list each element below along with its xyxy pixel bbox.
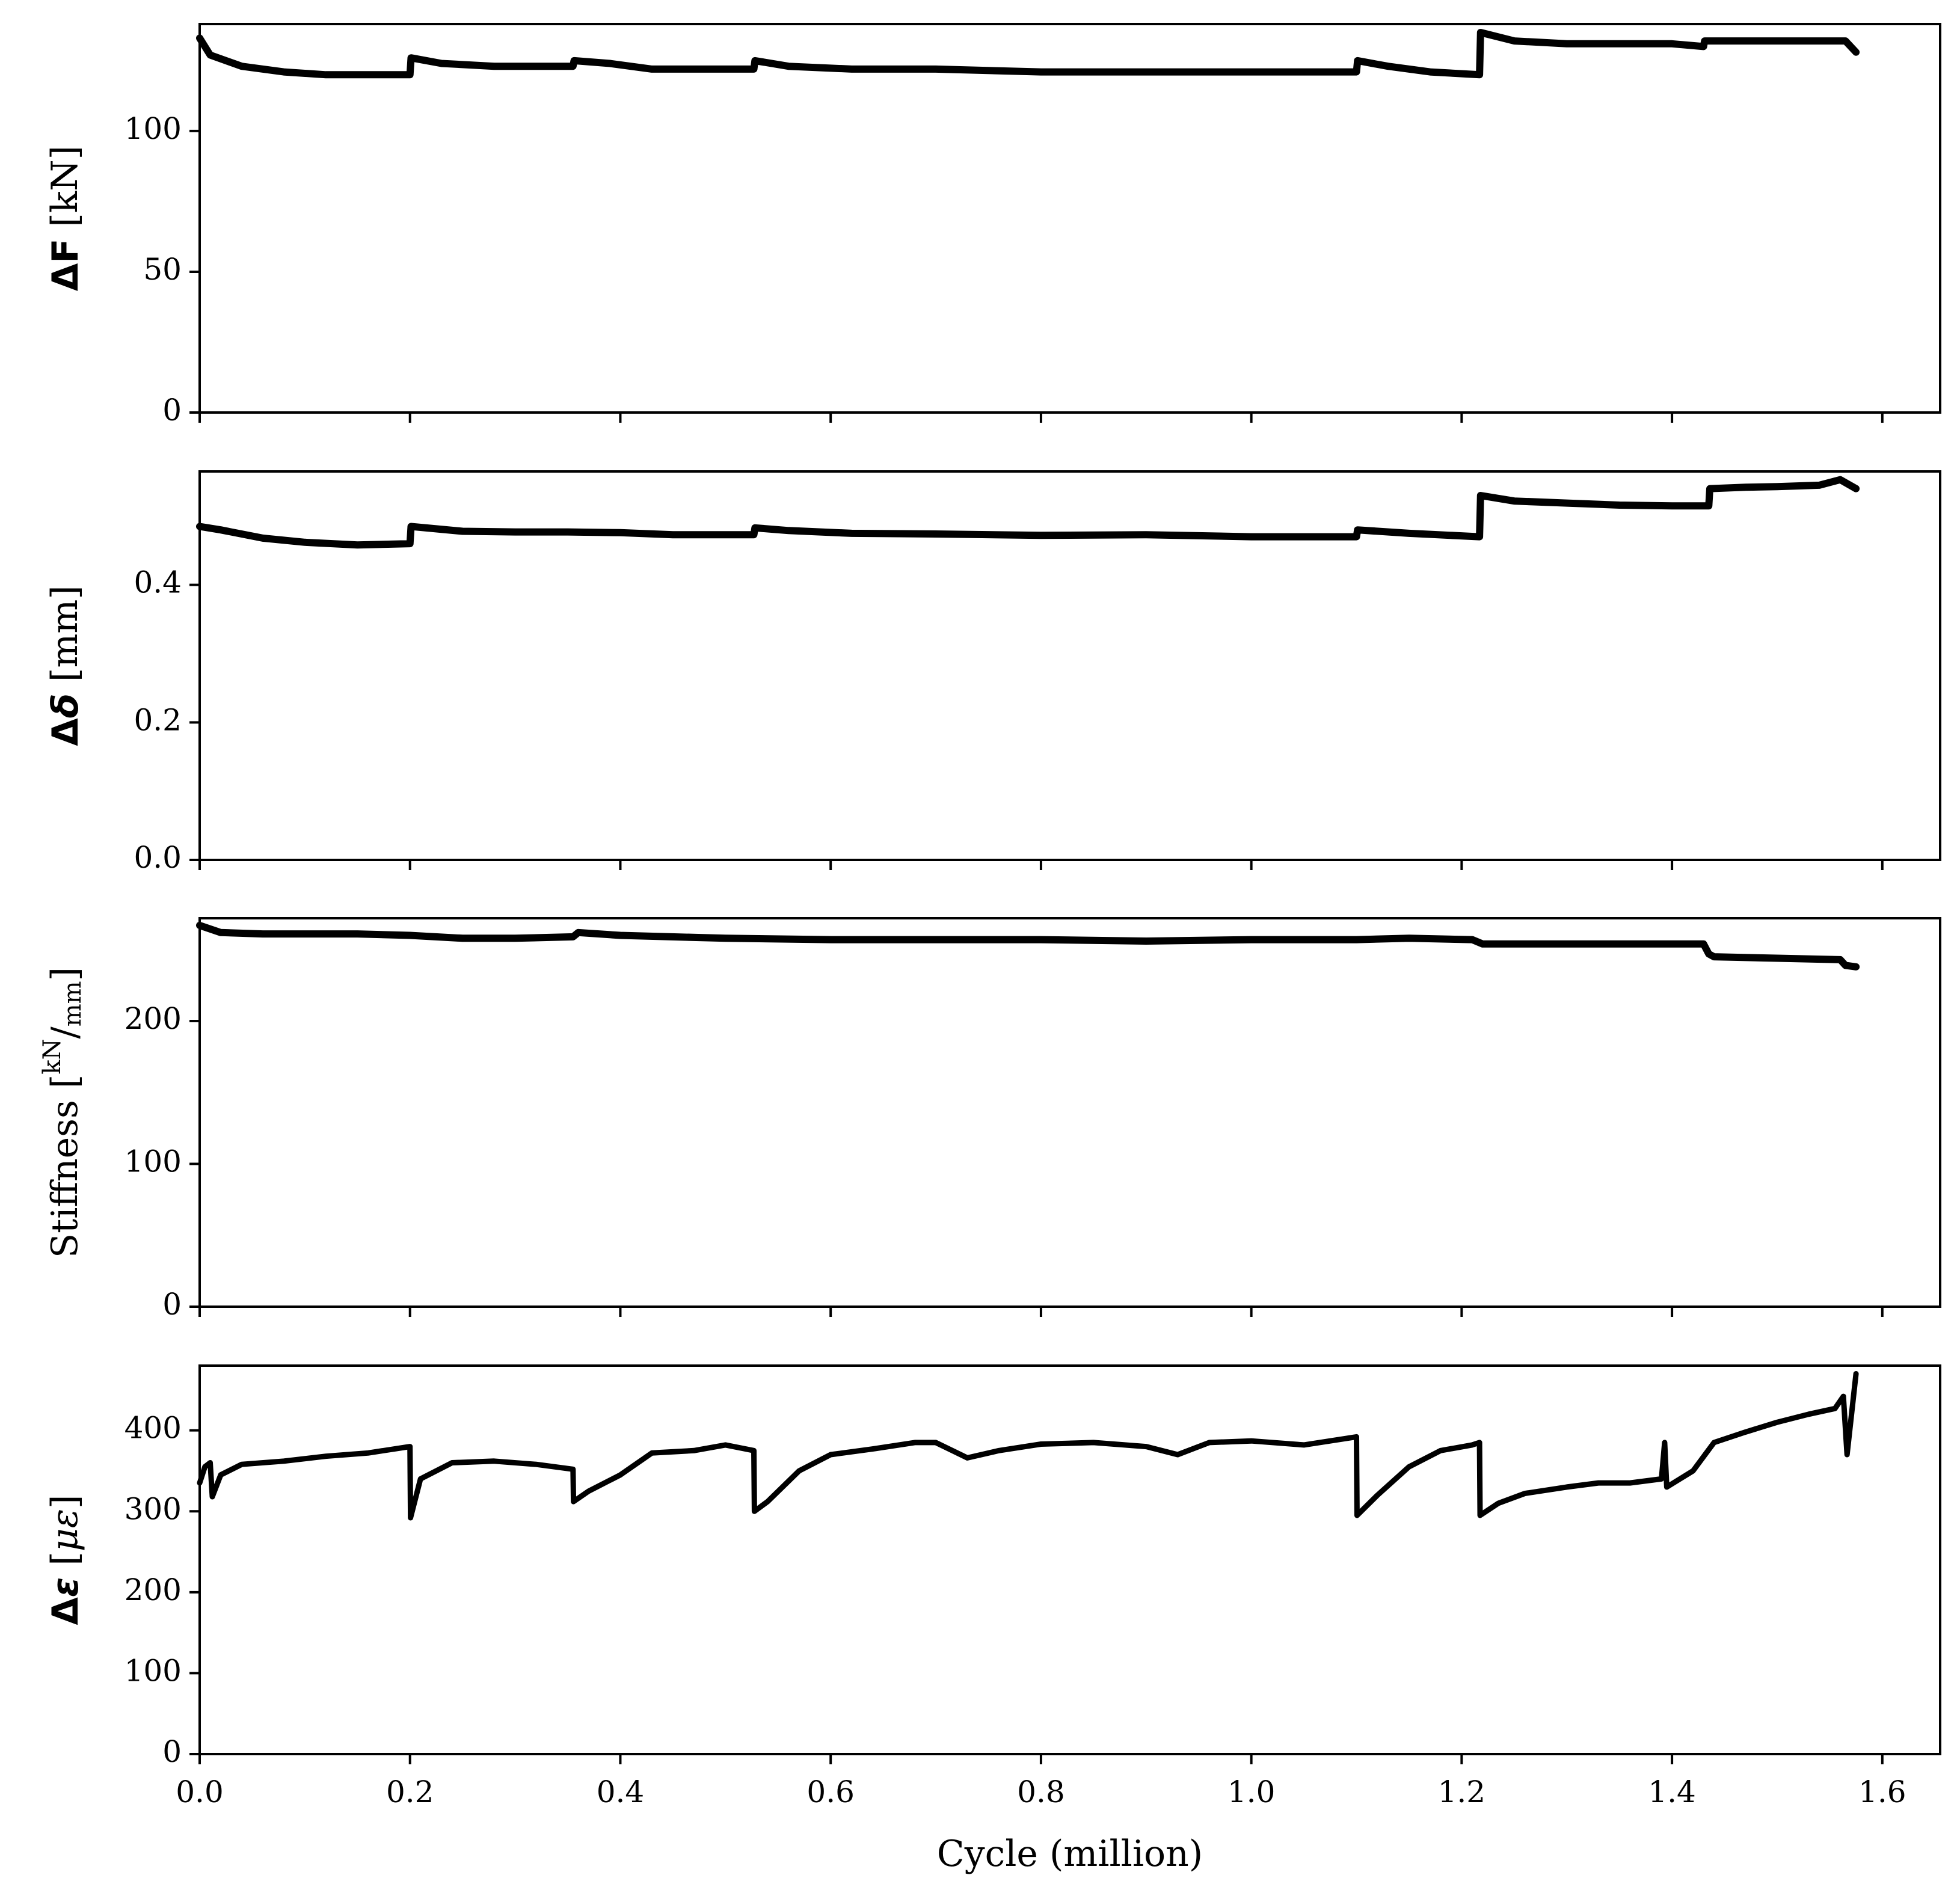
axes-frame	[198, 23, 1941, 414]
y-tick-label: 0	[162, 393, 182, 428]
x-tick-label: 0.6	[806, 1775, 855, 1809]
series-line-1-1	[196, 29, 1860, 79]
panel-4: 0 100 200 300 400 0.0 0.2 0.4 0.6 0.8 1.0 1.2 1.4 1.6…	[44, 1364, 1941, 1809]
y-tick-label: 400	[124, 1411, 182, 1446]
y-axis-label: ΔF [kN]	[44, 146, 87, 291]
x-tick-label: 0.2	[386, 1775, 434, 1809]
panel-3: 0 100 200 Stiffness [kN/mm]	[38, 917, 1941, 1322]
x-tick-label: 0.0	[176, 1775, 224, 1809]
y-tick-label: 100	[124, 111, 182, 146]
x-tick-label: 1.0	[1227, 1775, 1276, 1809]
x-tick-label: 1.2	[1438, 1775, 1486, 1809]
panel-1: 0 50 100 ΔF [kN]	[44, 23, 1941, 428]
series-line-4-1	[197, 1371, 1859, 1521]
y-tick-label: 50	[143, 252, 182, 287]
y-axis-label: Δε [με]	[44, 1495, 87, 1625]
x-axis-label: Cycle (million)	[937, 1833, 1203, 1875]
y-tick-label: 200	[124, 1572, 182, 1607]
y-tick-label: 100	[124, 1144, 182, 1179]
y-tick-label: 0	[162, 1287, 182, 1322]
x-tick-label: 0.4	[597, 1775, 645, 1809]
y-tick-label: 100	[124, 1653, 182, 1688]
series-line-3-1	[196, 921, 1860, 971]
y-axis-label: Stiffness [kN/mm]	[38, 967, 87, 1258]
x-tick-label: 0.8	[1017, 1775, 1065, 1809]
y-tick-label: 0.4	[134, 565, 182, 600]
axes-frame	[198, 1364, 1941, 1755]
panel-2: 0.0 0.2 0.4 Δδ [mm]	[44, 470, 1941, 875]
axes-frame	[198, 470, 1941, 861]
x-tick-label: 1.4	[1648, 1775, 1696, 1809]
y-tick-label: 0.0	[134, 840, 182, 875]
axes-frame	[198, 917, 1941, 1308]
y-tick-label: 0.2	[134, 702, 182, 737]
y-tick-label: 200	[124, 1001, 182, 1036]
y-tick-label: 300	[124, 1491, 182, 1526]
x-tick-label: 1.6	[1858, 1775, 1906, 1809]
series-line-2-1	[196, 476, 1860, 549]
y-axis-label: Δδ [mm]	[44, 585, 87, 746]
y-tick-label: 0	[162, 1734, 182, 1769]
